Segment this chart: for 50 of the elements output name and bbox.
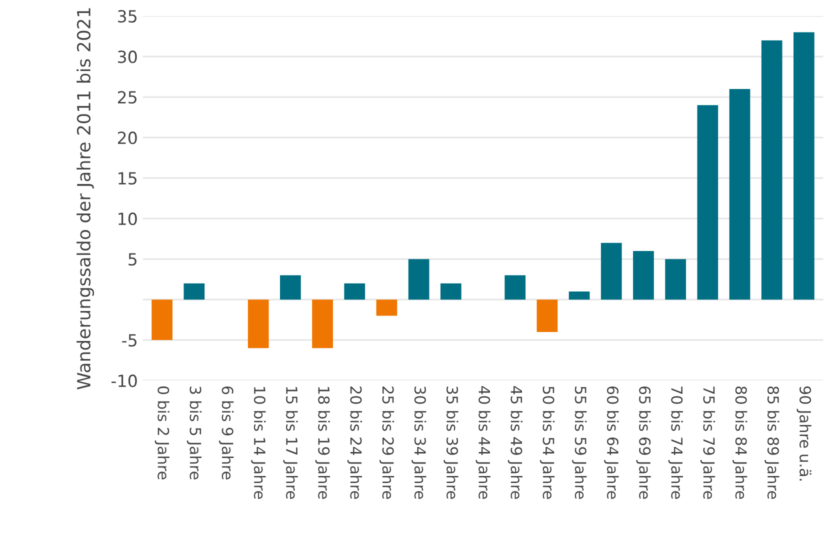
bar (248, 300, 269, 348)
bar (729, 88, 750, 300)
bar (184, 283, 205, 300)
bar (536, 300, 558, 332)
x-tick-label: 3 bis 5 Jahre (186, 386, 202, 480)
bar (600, 242, 622, 300)
bar (440, 283, 462, 300)
y-tick-label: 30 (118, 50, 137, 64)
x-tick-label: 75 bis 79 Jahre (700, 386, 716, 499)
bar (408, 259, 430, 300)
bar (152, 300, 172, 340)
x-tick-label: 6 bis 9 Jahre (218, 386, 234, 480)
x-tick-label: 30 bis 34 Jahre (412, 386, 426, 499)
y-tick-label: 5 (128, 253, 136, 266)
bar (344, 283, 366, 300)
x-tick-label: 25 bis 29 Jahre (379, 386, 394, 499)
bar (376, 300, 398, 316)
y-axis-title: Wanderungssaldo der Jahre 2011 bis 2021 (76, 8, 94, 390)
bar (761, 40, 782, 300)
x-tick-label: 70 bis 74 Jahre (668, 386, 683, 499)
bar (504, 275, 526, 300)
bar (665, 259, 686, 300)
bar (280, 275, 301, 300)
x-tick-label: 18 bis 19 Jahre (315, 387, 330, 499)
x-tick-label: 60 bis 64 Jahre (604, 386, 619, 499)
y-tick-label: -10 (112, 374, 137, 388)
y-tick-label: -5 (122, 334, 136, 347)
x-tick-label: 65 bis 69 Jahre (636, 386, 651, 499)
x-tick-label: 20 bis 24 Jahre (347, 386, 362, 499)
bar (568, 291, 590, 300)
bar (697, 105, 718, 300)
x-tick-label: 55 bis 59 Jahre (572, 386, 587, 499)
x-tick-label: 15 bis 17 Jahre (283, 387, 298, 499)
x-tick-label: 85 bis 89 Jahre (764, 386, 780, 499)
x-tick-label: 45 bis 49 Jahre (508, 386, 522, 499)
y-tick-label: 15 (118, 172, 136, 185)
bar (794, 32, 814, 300)
bar (312, 300, 333, 348)
y-tick-label: 20 (118, 132, 137, 144)
x-tick-label: 50 bis 54 Jahre (540, 386, 555, 499)
y-tick-label: 35 (118, 10, 136, 23)
x-tick-label: 80 bis 84 Jahre (732, 386, 748, 499)
bar (633, 250, 654, 300)
y-tick-label: 25 (118, 91, 136, 104)
x-tick-label: 90 Jahre u.ä. (796, 386, 812, 481)
x-tick-label: 0 bis 2 Jahre (154, 386, 170, 480)
x-tick-label: 35 bis 39 Jahre (444, 386, 458, 499)
y-tick-label: 10 (118, 212, 137, 226)
x-tick-label: 40 bis 44 Jahre (476, 386, 490, 499)
x-tick-label: 10 bis 14 Jahre (251, 387, 266, 499)
